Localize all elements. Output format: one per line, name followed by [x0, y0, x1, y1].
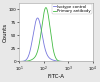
Primary antibody: [92, 61, 93, 62]
Line: Primary antibody: Primary antibody: [19, 8, 93, 61]
X-axis label: FITC-A: FITC-A: [47, 74, 64, 79]
Primary antibody: [18, 61, 20, 62]
Isotype control: [92, 61, 93, 62]
Primary antibody: [76, 61, 78, 62]
Legend: Isotype control, Primary antibody: Isotype control, Primary antibody: [52, 4, 92, 14]
Isotype control: [18, 61, 20, 62]
Isotype control: [76, 61, 78, 62]
Isotype control: [52, 60, 54, 61]
Primary antibody: [90, 61, 91, 62]
Isotype control: [90, 61, 91, 62]
Primary antibody: [54, 55, 56, 56]
Primary antibody: [22, 61, 23, 62]
Primary antibody: [52, 47, 54, 48]
Isotype control: [90, 61, 91, 62]
Isotype control: [22, 61, 23, 62]
Isotype control: [37, 17, 38, 18]
Line: Isotype control: Isotype control: [19, 18, 93, 61]
Isotype control: [54, 60, 56, 61]
Primary antibody: [90, 61, 91, 62]
Primary antibody: [45, 7, 47, 8]
Y-axis label: Counts: Counts: [3, 23, 8, 42]
